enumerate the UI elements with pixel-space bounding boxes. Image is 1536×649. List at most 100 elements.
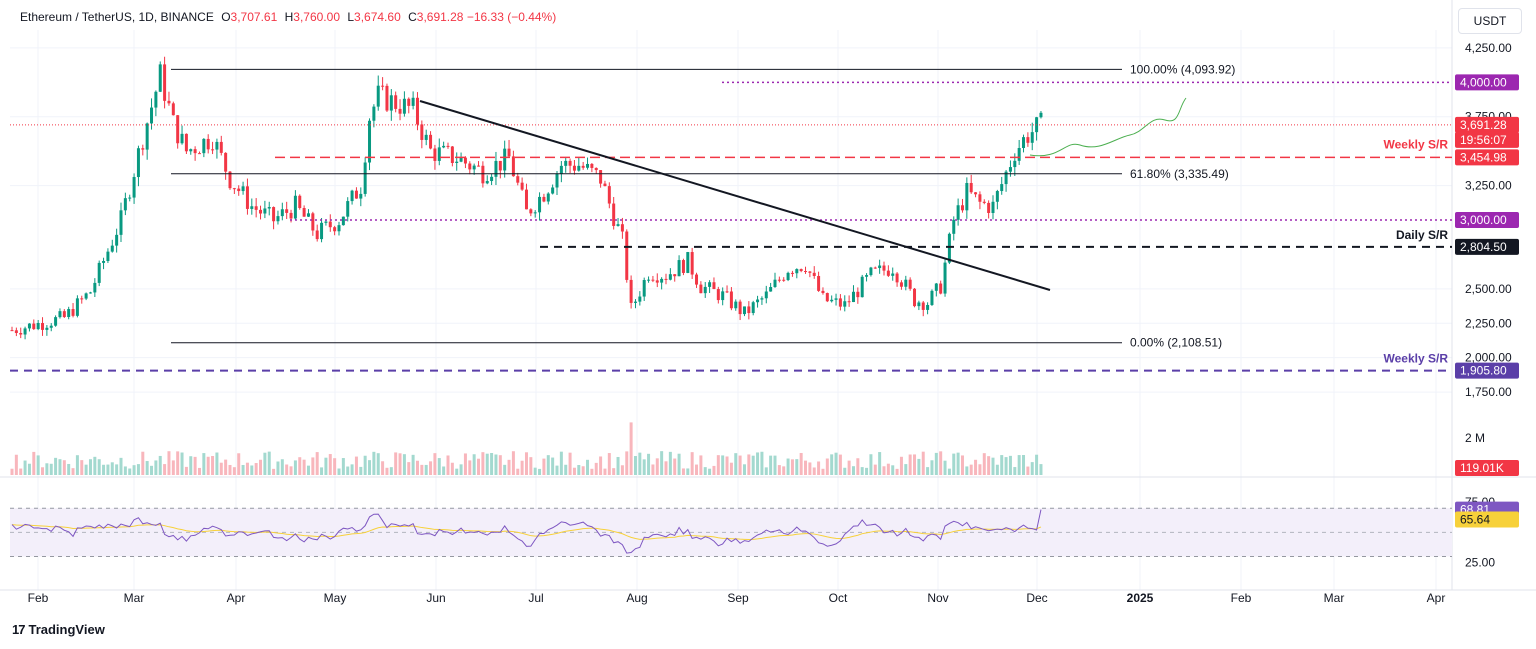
- volume-bar: [62, 460, 66, 475]
- volume-bar: [586, 459, 590, 475]
- weekly-sr-label: Weekly S/R: [1384, 137, 1449, 151]
- volume-bar: [577, 465, 581, 475]
- candle-body: [71, 309, 75, 316]
- volume-bar: [921, 451, 925, 475]
- volume-bar: [341, 458, 345, 475]
- volume-bar: [695, 464, 699, 475]
- candle-body: [590, 163, 594, 168]
- candle-body: [411, 97, 415, 106]
- candle-body: [58, 311, 62, 318]
- candle-body: [647, 279, 651, 281]
- candle-body: [865, 275, 869, 277]
- candle-body: [93, 282, 97, 293]
- candle-body: [62, 311, 66, 318]
- candle-body: [429, 134, 433, 149]
- volume-bar: [293, 460, 297, 475]
- volume-bar: [459, 464, 463, 475]
- candle-body: [354, 190, 358, 199]
- y-tick-label: 2,250.00: [1465, 316, 1512, 330]
- x-tick-label: Oct: [829, 591, 848, 605]
- volume-bar: [1026, 466, 1030, 475]
- candle-body: [982, 201, 986, 203]
- volume-bar: [830, 454, 834, 475]
- candle-body: [176, 115, 180, 144]
- x-tick-label: Feb: [28, 591, 49, 605]
- x-tick-label: Nov: [927, 591, 948, 605]
- volume-bar: [315, 452, 319, 475]
- candle-body: [551, 187, 555, 194]
- volume-bar: [956, 452, 960, 475]
- candle-body: [564, 160, 568, 166]
- volume-bar: [947, 468, 951, 475]
- price-badge-text: 19:56:07: [1460, 133, 1507, 147]
- volume-bar: [633, 456, 637, 475]
- volume-bar: [655, 458, 659, 475]
- volume-bar: [193, 456, 197, 475]
- candle-body: [402, 98, 406, 114]
- candle-body: [716, 289, 720, 301]
- volume-bar: [524, 452, 528, 475]
- candle-body: [420, 124, 424, 140]
- candle-body: [1026, 137, 1030, 143]
- candle-body: [882, 265, 886, 271]
- currency-selector[interactable]: USDT: [1458, 8, 1522, 34]
- volume-bar: [67, 463, 71, 475]
- candle-body: [128, 197, 132, 199]
- candle-body: [84, 293, 88, 299]
- volume-bar: [102, 464, 106, 475]
- volume-bar: [564, 464, 568, 475]
- rsi-tick-label: 25.00: [1465, 556, 1495, 570]
- volume-bar: [154, 460, 158, 475]
- candle-body: [110, 245, 114, 252]
- volume-bar: [455, 468, 459, 475]
- candle-body: [586, 163, 590, 168]
- volume-bar: [88, 459, 92, 475]
- price-badge: [1455, 238, 1519, 255]
- candle-body: [485, 181, 489, 184]
- candle-body: [899, 282, 903, 287]
- candle-body: [14, 330, 18, 334]
- x-tick-label: Feb: [1231, 591, 1252, 605]
- candle-body: [616, 224, 620, 226]
- volume-bar: [690, 452, 694, 475]
- volume-bar: [712, 465, 716, 475]
- symbol-title: Ethereum / TetherUS, 1D, BINANCE: [20, 10, 214, 24]
- volume-bar: [429, 461, 433, 475]
- candle-body: [23, 328, 27, 335]
- candle-body: [734, 301, 738, 309]
- tradingview-brand[interactable]: 17 TradingView: [12, 622, 105, 637]
- volume-bar: [751, 455, 755, 475]
- candle-body: [699, 284, 703, 294]
- candle-body: [599, 170, 603, 184]
- fib-61-label: 61.80% (3,335.49): [1130, 167, 1229, 181]
- price-badge-text: 3,454.98: [1460, 150, 1507, 164]
- volume-bar: [141, 451, 145, 475]
- candle-body: [612, 203, 616, 226]
- tradingview-logo-icon: 17: [12, 622, 26, 637]
- volume-bar: [934, 452, 938, 475]
- candle-body: [830, 299, 834, 302]
- volume-bar: [150, 465, 154, 475]
- candle-body: [333, 227, 337, 232]
- candle-body: [259, 209, 263, 214]
- volume-bar: [926, 467, 930, 475]
- volume-bar: [1004, 457, 1008, 475]
- candle-body: [368, 120, 372, 163]
- candle-body: [1039, 112, 1043, 118]
- volume-bar: [267, 451, 271, 475]
- candle-body: [455, 161, 459, 163]
- candle-body: [211, 149, 215, 151]
- candle-body: [1022, 137, 1026, 149]
- candle-body: [507, 148, 511, 157]
- candle-body: [154, 91, 158, 108]
- candle-body: [695, 274, 699, 285]
- x-tick-label: Apr: [227, 591, 246, 605]
- volume-bar: [381, 461, 385, 475]
- volume-bar: [276, 461, 280, 475]
- candle-body: [306, 213, 310, 217]
- volume-bar: [93, 456, 97, 475]
- volume-bar: [703, 467, 707, 475]
- volume-bar: [197, 467, 201, 475]
- fib-0-label: 0.00% (2,108.51): [1130, 336, 1222, 350]
